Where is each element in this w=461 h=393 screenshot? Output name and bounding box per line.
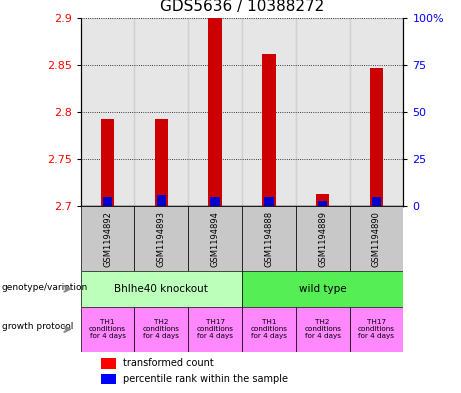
- Bar: [264, 197, 274, 206]
- FancyBboxPatch shape: [135, 307, 188, 352]
- Bar: [349, 18, 403, 206]
- Text: Bhlhe40 knockout: Bhlhe40 knockout: [114, 284, 208, 294]
- Bar: [103, 197, 112, 206]
- Text: TH2
conditions
for 4 days: TH2 conditions for 4 days: [143, 319, 180, 339]
- Bar: [154, 119, 168, 206]
- Text: TH17
conditions
for 4 days: TH17 conditions for 4 days: [358, 319, 395, 339]
- FancyBboxPatch shape: [242, 206, 296, 271]
- Text: TH1
conditions
for 4 days: TH1 conditions for 4 days: [89, 319, 126, 339]
- Bar: [210, 197, 220, 206]
- FancyBboxPatch shape: [349, 206, 403, 271]
- Title: GDS5636 / 10388272: GDS5636 / 10388272: [160, 0, 324, 14]
- FancyBboxPatch shape: [101, 358, 116, 369]
- Bar: [81, 18, 135, 206]
- Bar: [372, 197, 381, 206]
- Bar: [135, 18, 188, 206]
- Text: TH17
conditions
for 4 days: TH17 conditions for 4 days: [197, 319, 234, 339]
- Text: TH1
conditions
for 4 days: TH1 conditions for 4 days: [250, 319, 287, 339]
- FancyBboxPatch shape: [349, 307, 403, 352]
- Bar: [188, 18, 242, 206]
- Text: GSM1194890: GSM1194890: [372, 211, 381, 267]
- Bar: [296, 18, 349, 206]
- FancyBboxPatch shape: [296, 206, 349, 271]
- Text: wild type: wild type: [299, 284, 347, 294]
- Text: GSM1194888: GSM1194888: [265, 211, 273, 267]
- Text: GSM1194893: GSM1194893: [157, 211, 166, 267]
- Bar: [242, 18, 296, 206]
- FancyBboxPatch shape: [135, 206, 188, 271]
- FancyBboxPatch shape: [81, 307, 135, 352]
- Bar: [262, 53, 276, 206]
- FancyBboxPatch shape: [296, 307, 349, 352]
- FancyBboxPatch shape: [101, 374, 116, 384]
- Bar: [316, 194, 330, 206]
- Bar: [370, 68, 383, 206]
- FancyBboxPatch shape: [81, 206, 135, 271]
- Text: transformed count: transformed count: [123, 358, 214, 368]
- FancyBboxPatch shape: [188, 307, 242, 352]
- Text: TH2
conditions
for 4 days: TH2 conditions for 4 days: [304, 319, 341, 339]
- FancyBboxPatch shape: [242, 307, 296, 352]
- Bar: [101, 119, 114, 206]
- Text: GSM1194894: GSM1194894: [211, 211, 219, 267]
- Text: GSM1194892: GSM1194892: [103, 211, 112, 267]
- Bar: [157, 195, 166, 206]
- Text: percentile rank within the sample: percentile rank within the sample: [123, 374, 288, 384]
- FancyBboxPatch shape: [242, 271, 403, 307]
- Text: genotype/variation: genotype/variation: [1, 283, 88, 292]
- Text: growth protocol: growth protocol: [1, 322, 73, 331]
- Bar: [208, 18, 222, 206]
- Text: GSM1194889: GSM1194889: [318, 211, 327, 267]
- FancyBboxPatch shape: [188, 206, 242, 271]
- FancyBboxPatch shape: [81, 271, 242, 307]
- Bar: [318, 201, 327, 206]
